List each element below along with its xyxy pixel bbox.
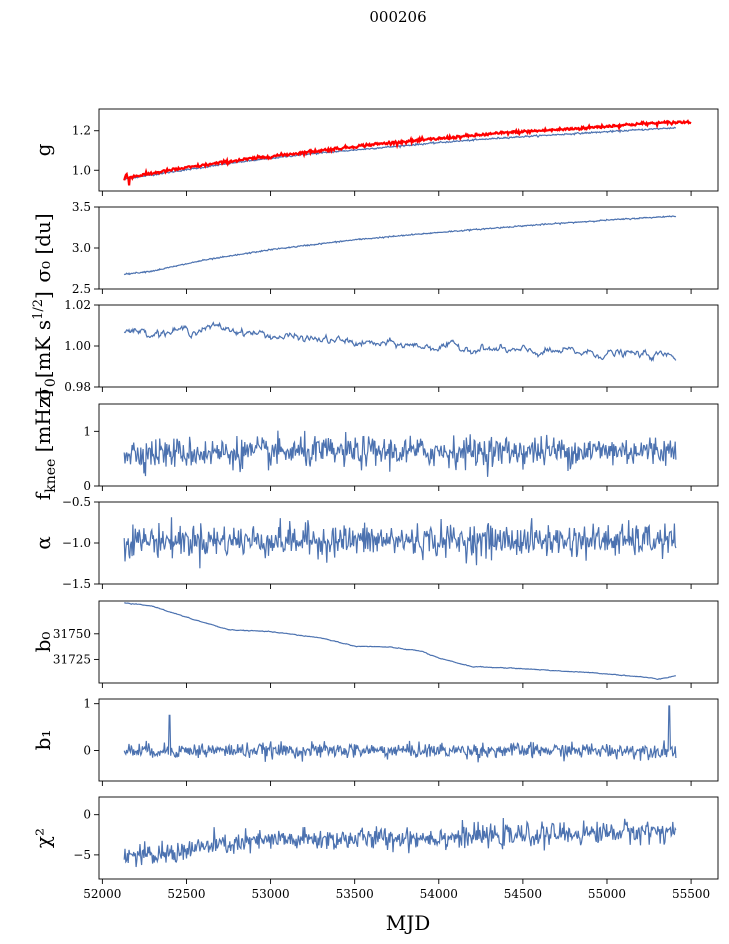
series-line-gain-1	[123, 119, 692, 186]
y-axis-label-fknee: fknee [mHz]	[31, 390, 59, 500]
panel-frame	[98, 304, 719, 388]
y-tick-label: 0	[83, 479, 91, 493]
y-tick-label: −1.0	[62, 536, 91, 550]
panel-alpha: −1.5 −1.0 −0.5	[62, 495, 719, 591]
panel-frame	[98, 403, 719, 487]
series-line-sigma0_du-0	[123, 215, 677, 276]
y-label-part: 1/2	[31, 299, 46, 320]
y-axis-label-b0: b₀	[31, 632, 55, 653]
y-tick-label: 1.2	[72, 124, 91, 138]
y-label-part: σ	[31, 387, 55, 401]
panel-frame	[98, 698, 719, 782]
panel-fknee: 01	[83, 403, 719, 493]
panel-chi2: −5 0 52000 52500 53000 53500 54000 54500 55000 55…	[73, 796, 719, 901]
y-tick-label: 0	[83, 808, 91, 822]
y-tick-label: −5	[73, 848, 91, 862]
y-tick-label: 1	[83, 424, 91, 438]
panel-frame	[98, 796, 719, 880]
x-tick-label: 54500	[504, 887, 542, 901]
y-tick-label: −0.5	[62, 495, 91, 509]
y-label-part: ]	[31, 291, 55, 299]
x-axis-label: MJD	[386, 911, 431, 935]
y-tick-label: 1.02	[64, 298, 91, 312]
series-line-sigma0_mK-0	[123, 321, 677, 362]
y-tick-label: 0	[83, 744, 91, 758]
y-tick-label: 1.0	[72, 163, 91, 177]
series-line-chi2-0	[123, 817, 677, 868]
y-label-part: f	[31, 491, 55, 500]
y-tick-label: −1.5	[62, 577, 91, 591]
y-tick-label: 1	[83, 697, 91, 711]
x-tick-label: 53000	[251, 887, 289, 901]
series-line-b0-0	[124, 602, 676, 681]
x-tick-label: 55000	[588, 887, 626, 901]
y-axis-label-chi2: χ²	[31, 828, 55, 848]
y-tick-label: 1.00	[64, 339, 91, 353]
y-tick-label: 0.98	[64, 380, 91, 394]
panel-b1: 01	[83, 697, 719, 786]
panel-sigma0_mK: 0.98 1.00 1.02	[64, 298, 719, 394]
series-line-fknee-0	[123, 430, 677, 477]
y-tick-label: 31725	[53, 652, 91, 666]
y-axis-label-b1: b₁	[31, 730, 55, 751]
series-line-gain-0	[123, 126, 676, 180]
y-label-part: [mK s	[31, 320, 55, 378]
x-tick-label: 55500	[672, 887, 710, 901]
y-axis-label-gain: g	[31, 143, 55, 156]
x-tick-label: 52000	[83, 887, 121, 901]
y-tick-label: 2.5	[72, 282, 91, 296]
y-axis-label-sigma0_mK: σ0[mK s1/2]	[31, 291, 59, 401]
x-tick-label: 53500	[336, 887, 374, 901]
y-tick-label: 3.0	[72, 241, 91, 255]
series-line-b1-0	[123, 705, 677, 763]
panels: 1.01.2g2.53.03.5σ₀ [du]0.981.001.02σ0[mK…	[31, 108, 719, 901]
panel-gain: 1.0 1.2	[72, 108, 719, 196]
x-tick-label: 52500	[167, 887, 205, 901]
y-label-part: 0	[43, 378, 59, 387]
y-label-part: [mHz]	[31, 390, 55, 459]
y-tick-label: 31750	[53, 627, 91, 641]
y-axis-label-alpha: α	[31, 536, 55, 550]
x-tick-label: 54000	[420, 887, 458, 901]
y-label-part: knee	[43, 459, 59, 493]
figure-title: 000206	[369, 8, 426, 26]
y-axis-label-sigma0_du: σ₀ [du]	[31, 213, 55, 282]
panel-sigma0_du: 2.5 3.0 3.5	[72, 200, 719, 296]
panel-frame	[98, 600, 719, 684]
series-line-alpha-0	[123, 517, 677, 569]
panel-b0: 31725 31750	[53, 600, 719, 688]
panel-frame	[98, 108, 719, 192]
y-tick-label: 3.5	[72, 200, 91, 214]
